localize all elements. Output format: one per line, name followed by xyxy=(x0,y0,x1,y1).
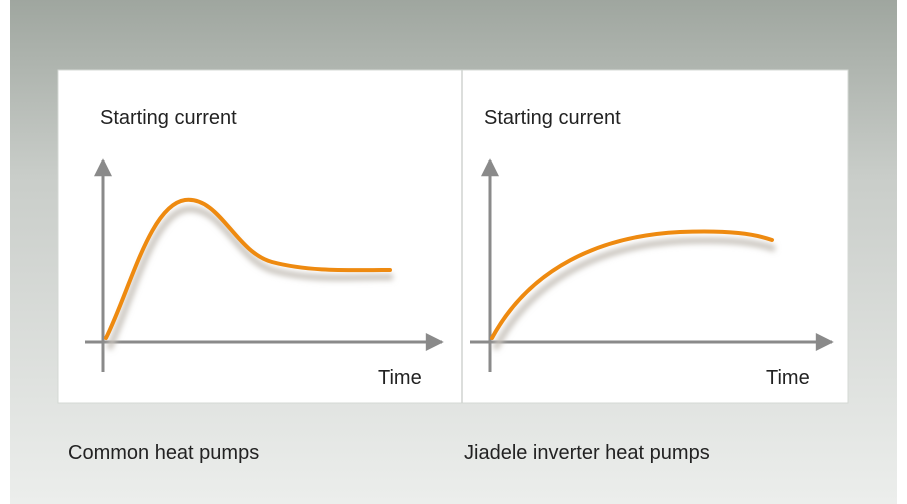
caption: Jiadele inverter heat pumps xyxy=(464,442,710,464)
curve-shadow xyxy=(492,237,776,351)
curve xyxy=(104,197,392,340)
x-axis-label: Time xyxy=(378,367,422,389)
panel-left: Starting current Time xyxy=(85,107,444,389)
y-axis-label: Starting current xyxy=(484,107,621,129)
x-axis-label: Time xyxy=(766,367,810,389)
panel-box xyxy=(57,69,849,404)
panel-right: Starting current Time xyxy=(470,107,834,389)
caption: Common heat pumps xyxy=(68,442,259,464)
y-axis-label: Starting current xyxy=(100,107,237,129)
curve-shadow xyxy=(106,205,394,351)
curve xyxy=(490,229,774,340)
